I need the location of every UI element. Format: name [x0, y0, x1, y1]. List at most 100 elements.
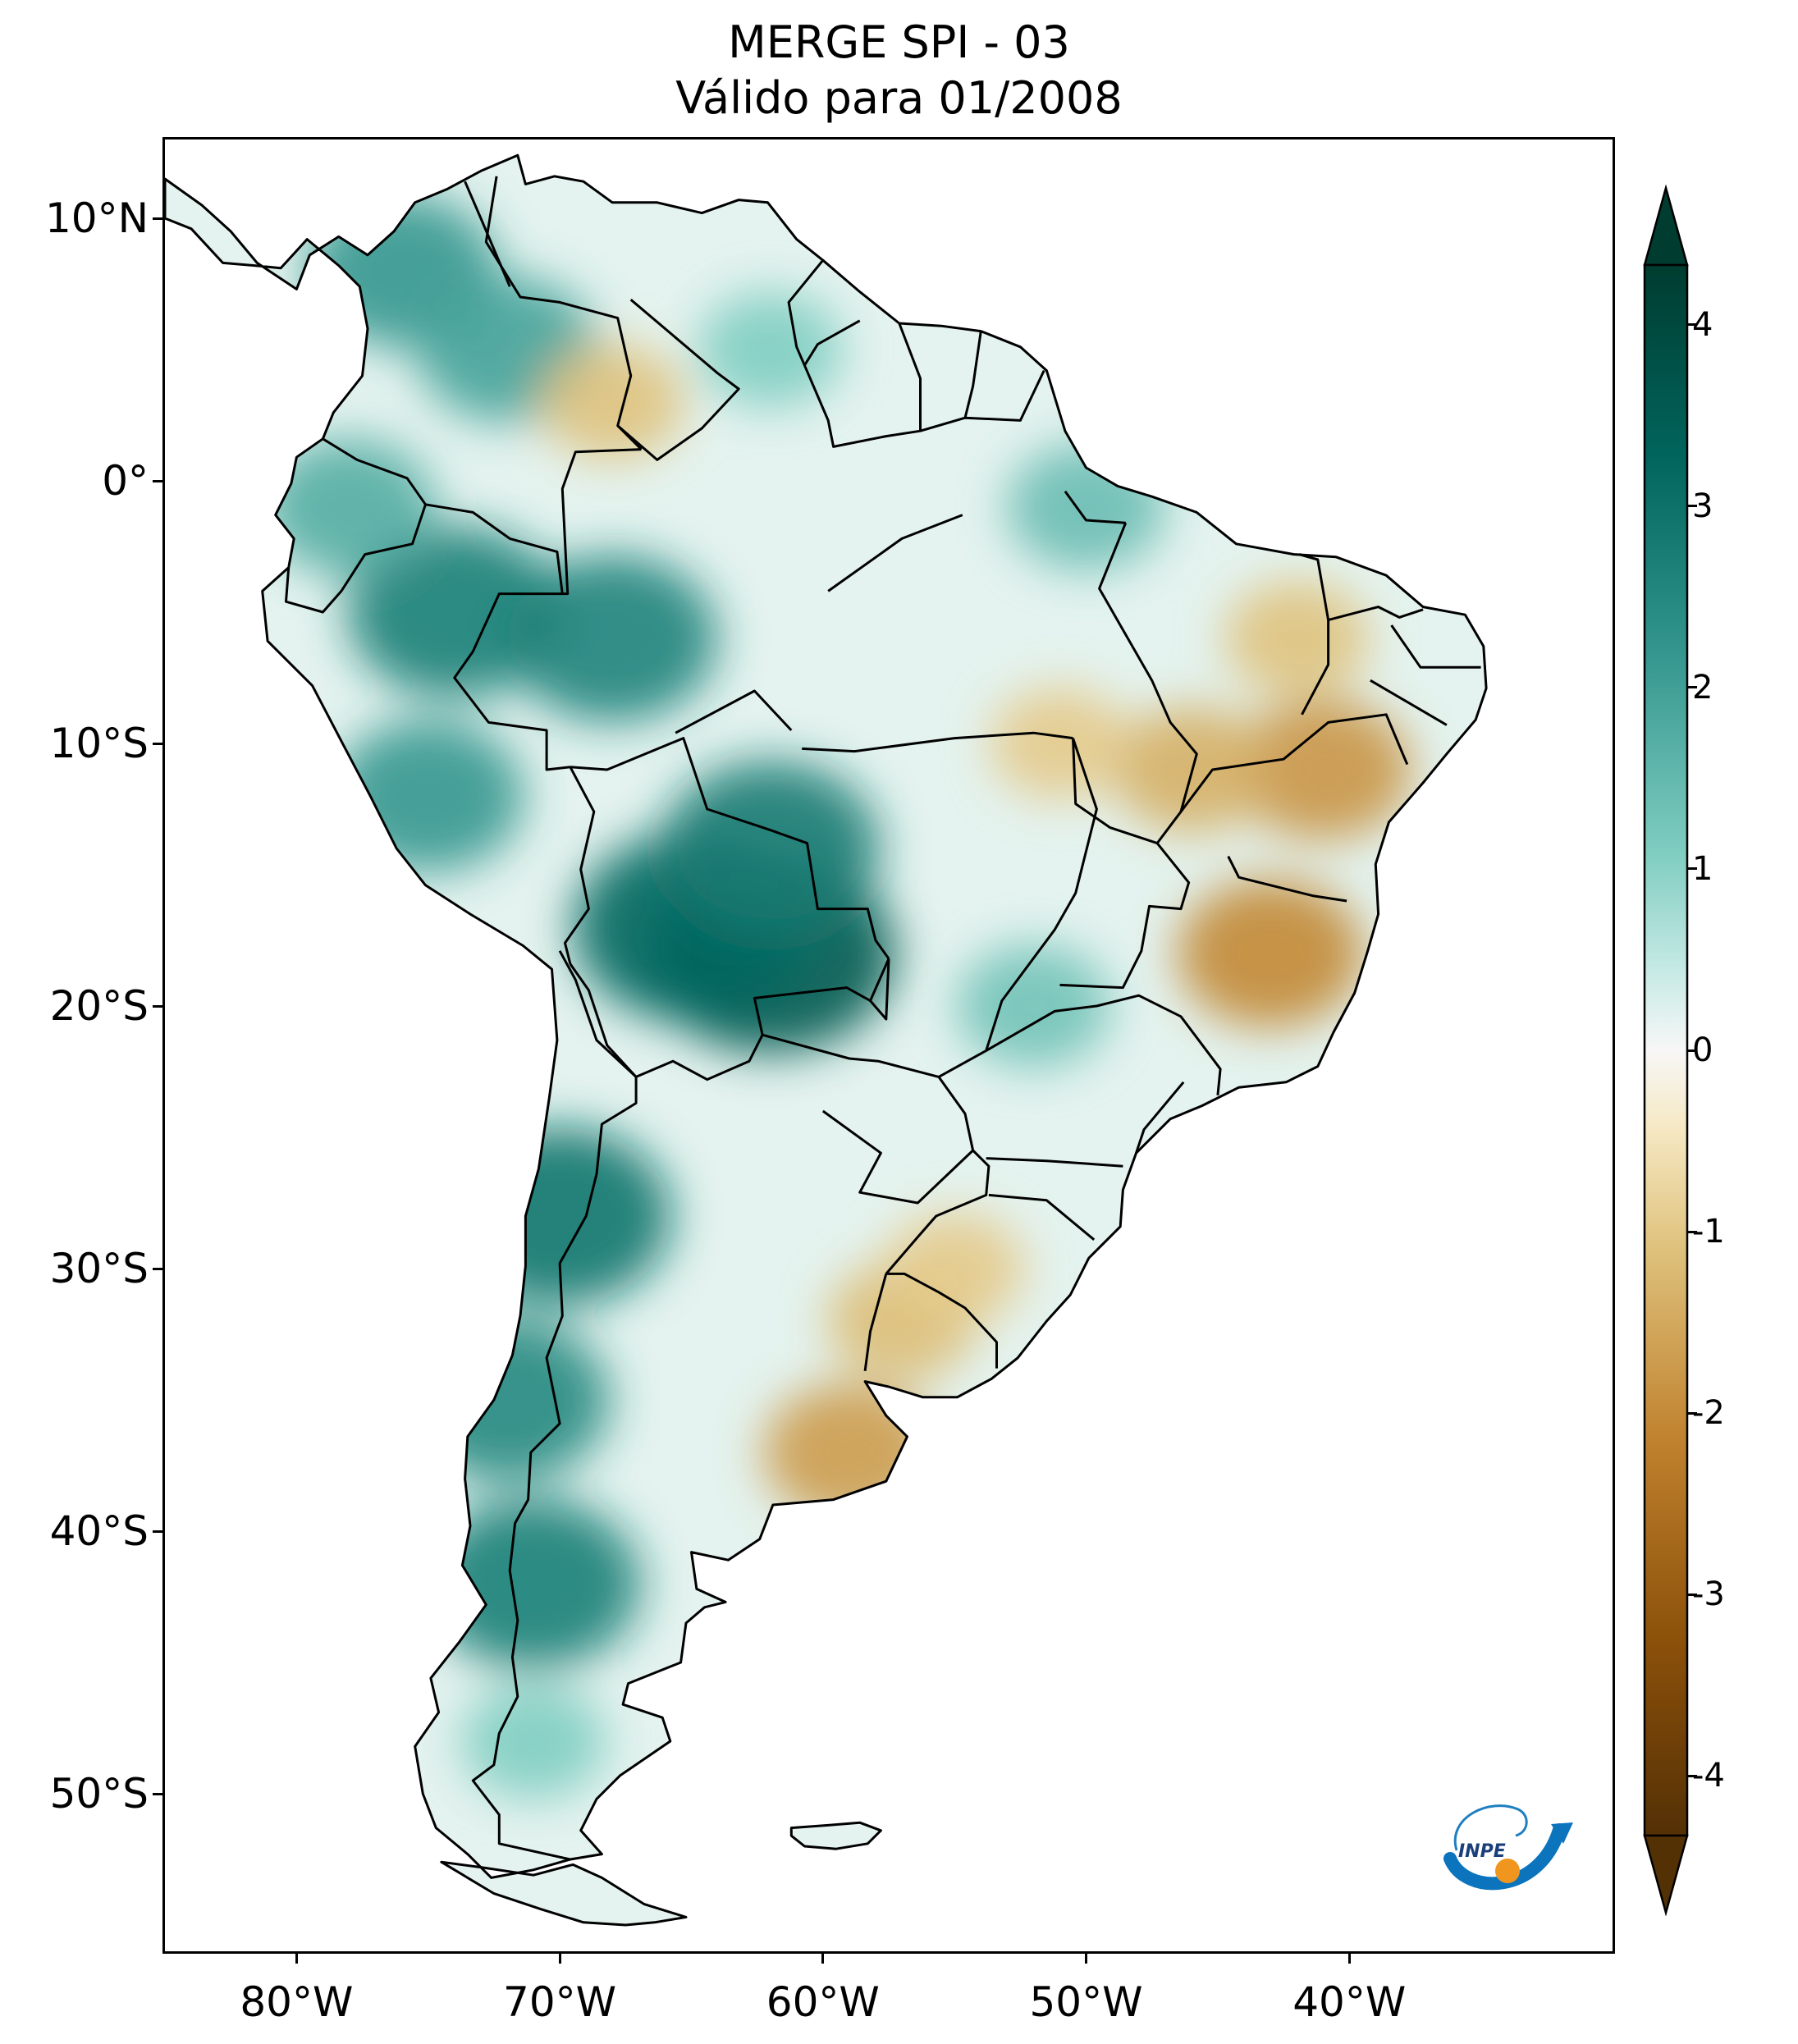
border-line-14: [869, 958, 890, 1021]
colorbar-tick-mark: [1687, 686, 1697, 689]
lat-tick-label: 50°S: [49, 1770, 149, 1818]
map-canvas: [165, 153, 1488, 1927]
inpe-logo: INPE: [1443, 1804, 1573, 1891]
border-line-35: [827, 514, 963, 592]
lat-tick-mark: [153, 1267, 162, 1270]
lon-tick-mark: [1085, 1954, 1088, 1964]
spi-patch-8: [332, 720, 524, 872]
lon-tick-label: 60°W: [766, 1978, 880, 2026]
lon-tick-label: 50°W: [1029, 1978, 1143, 2026]
colorbar-tick-mark: [1687, 1049, 1697, 1052]
spi-patch-18: [1177, 879, 1364, 1028]
border-line-12: [569, 958, 890, 1081]
continent-coastline: [165, 153, 1488, 1879]
colorbar: [1643, 185, 1689, 1916]
spi-patch-21: [763, 1383, 936, 1521]
spi-patch-12: [698, 291, 843, 408]
border-line-13: [762, 1033, 975, 1205]
spi-patch-23: [884, 1212, 1025, 1325]
lat-tick-label: 30°S: [49, 1245, 149, 1292]
colorbar-extend-min-arrow: [1643, 1834, 1689, 1916]
colorbar-tick-label: -4: [1692, 1757, 1725, 1795]
spi-patch-17: [1234, 698, 1411, 841]
colorbar-gradient: [1643, 263, 1689, 1837]
colorbar-tick-mark: [1687, 323, 1697, 327]
lat-tick-label: 20°S: [49, 982, 149, 1030]
border-line-8: [285, 437, 427, 614]
tierra-del-fuego-coastline: [440, 1860, 688, 1927]
spi-patch-11: [956, 944, 1110, 1068]
border-line-7: [453, 448, 642, 771]
border-line-30: [1370, 679, 1448, 726]
lat-tick-mark: [153, 1792, 162, 1795]
colorbar-tick-mark: [1687, 1774, 1697, 1777]
border-line-2: [616, 299, 740, 461]
border-line-36: [675, 689, 793, 734]
border-line-22: [1098, 522, 1128, 626]
lon-tick-mark: [821, 1954, 825, 1964]
lat-tick-mark: [153, 1530, 162, 1533]
lat-tick-mark: [153, 1004, 162, 1008]
spi-patch-3: [508, 555, 717, 722]
map-title-line1: MERGE SPI - 03: [728, 16, 1070, 68]
falklands-coastline: [789, 1821, 882, 1850]
map-title-line2: Válido para 01/2008: [675, 72, 1123, 124]
map-frame: [162, 137, 1615, 1954]
lat-tick-label: 10°N: [44, 194, 149, 242]
lon-tick-mark: [295, 1954, 298, 1964]
colorbar-tick-mark: [1687, 867, 1697, 871]
border-line-5: [898, 322, 922, 432]
lat-tick-label: 0°: [102, 457, 149, 505]
border-line-27: [1179, 713, 1409, 813]
spi-patch-6: [427, 1498, 641, 1669]
colorbar-tick-label: -3: [1692, 1575, 1725, 1614]
land-base-fill: [165, 155, 1487, 1926]
colorbar-tick-label: -1: [1692, 1213, 1725, 1251]
border-line-3: [787, 259, 861, 367]
border-line-19: [802, 731, 1073, 753]
border-line-17: [885, 1272, 998, 1369]
border-line-10: [564, 766, 596, 965]
spi-patch-24: [1224, 580, 1370, 697]
spi-patch-15: [461, 1683, 606, 1799]
spi-patch-layer: [263, 194, 1411, 1799]
colorbar-tick-mark: [1687, 1593, 1697, 1596]
border-line-33: [988, 1193, 1096, 1241]
inpe-logo-text: INPE: [1458, 1841, 1506, 1862]
colorbar-tick-mark: [1687, 1230, 1697, 1233]
colorbar-tick-label: -2: [1692, 1394, 1725, 1433]
border-line-16: [885, 1149, 991, 1275]
spi-patch-13: [1007, 443, 1165, 571]
lon-tick-label: 40°W: [1292, 1978, 1407, 2026]
lat-tick-mark: [153, 742, 162, 745]
border-line-11: [570, 737, 890, 960]
border-line-6: [963, 331, 982, 418]
spi-patch-14: [263, 438, 436, 576]
border-line-0: [484, 176, 643, 450]
border-line-31: [1135, 1081, 1185, 1154]
border-line-28: [1328, 606, 1424, 622]
spi-patch-5: [405, 1318, 610, 1482]
border-line-34: [1064, 490, 1126, 524]
lat-tick-label: 40°S: [49, 1507, 149, 1555]
border-line-4: [803, 364, 1045, 448]
spi-patch-2: [661, 761, 880, 936]
border-line-25: [1227, 855, 1347, 903]
lat-tick-label: 10°S: [49, 720, 149, 767]
colorbar-tick-mark: [1687, 505, 1697, 508]
border-line-15: [471, 950, 638, 1861]
spi-patch-16: [540, 344, 685, 460]
lon-tick-mark: [1347, 1954, 1351, 1964]
border-line-1: [464, 181, 511, 287]
colorbar-extend-max-arrow: [1643, 185, 1689, 267]
spi-patch-20: [990, 687, 1130, 800]
border-line-20: [938, 738, 1098, 1078]
border-line-9: [425, 503, 564, 594]
spi-patch-7: [347, 527, 561, 697]
border-line-29: [1390, 624, 1481, 669]
lon-tick-mark: [558, 1954, 561, 1964]
border-line-23: [985, 994, 1222, 1095]
border-line-24: [1059, 842, 1191, 990]
border-line-18: [863, 1273, 888, 1371]
country-borders: [165, 153, 1488, 1927]
